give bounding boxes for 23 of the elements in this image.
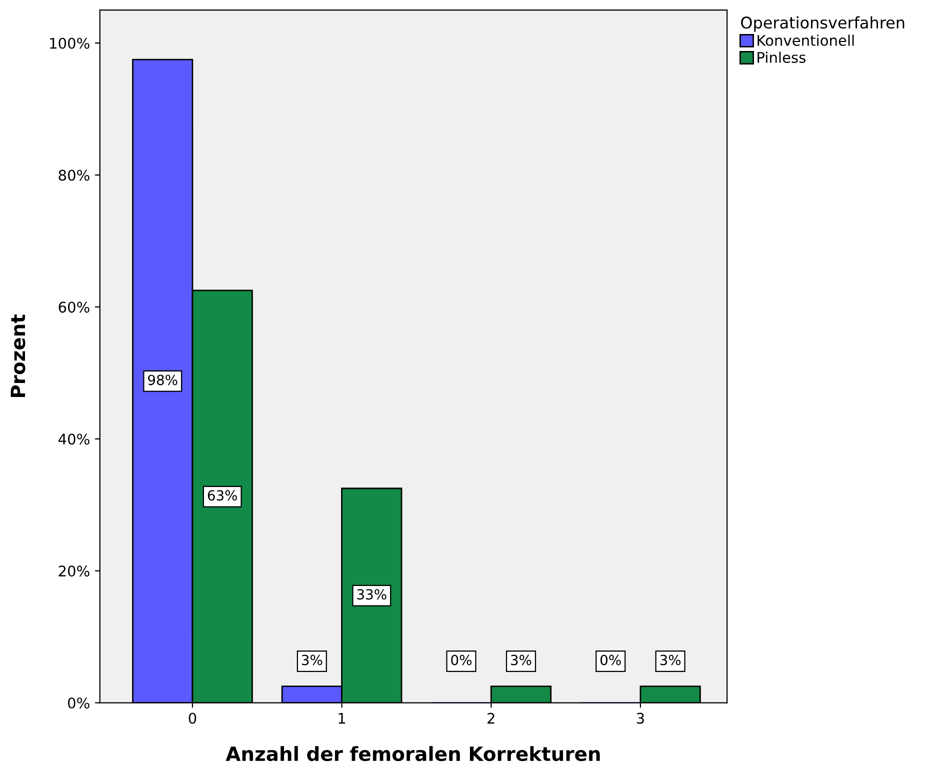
data-label: 3% — [511, 654, 532, 666]
x-tick-label: 0 — [188, 712, 196, 724]
data-label: 0% — [451, 654, 472, 666]
x-tick-label: 3 — [636, 712, 644, 724]
data-label: 98% — [148, 374, 178, 386]
data-label: 0% — [600, 654, 621, 666]
legend-title: Operationsverfahren — [741, 16, 904, 32]
data-label: 3% — [302, 654, 322, 666]
y-tick-label: 40% — [58, 434, 90, 445]
data-label: 3% — [660, 654, 681, 666]
x-tick-label: 1 — [338, 712, 346, 724]
y-tick-label: 60% — [58, 302, 90, 313]
x-tick-label: 2 — [488, 712, 494, 724]
y-tick-label: 80% — [58, 170, 90, 181]
data-label: 63% — [208, 490, 238, 501]
legend-label: Pinless — [758, 52, 806, 63]
legend-label: Konventionell — [758, 34, 854, 46]
y-axis-title: Prozent — [10, 314, 26, 398]
data-label: 33% — [357, 589, 386, 600]
y-tick-label: 20% — [58, 566, 90, 577]
y-tick-label: 0% — [68, 698, 90, 709]
y-tick-label: 100% — [50, 38, 90, 49]
x-axis-title: Anzahl der femoralen Korrekturen — [226, 746, 600, 762]
